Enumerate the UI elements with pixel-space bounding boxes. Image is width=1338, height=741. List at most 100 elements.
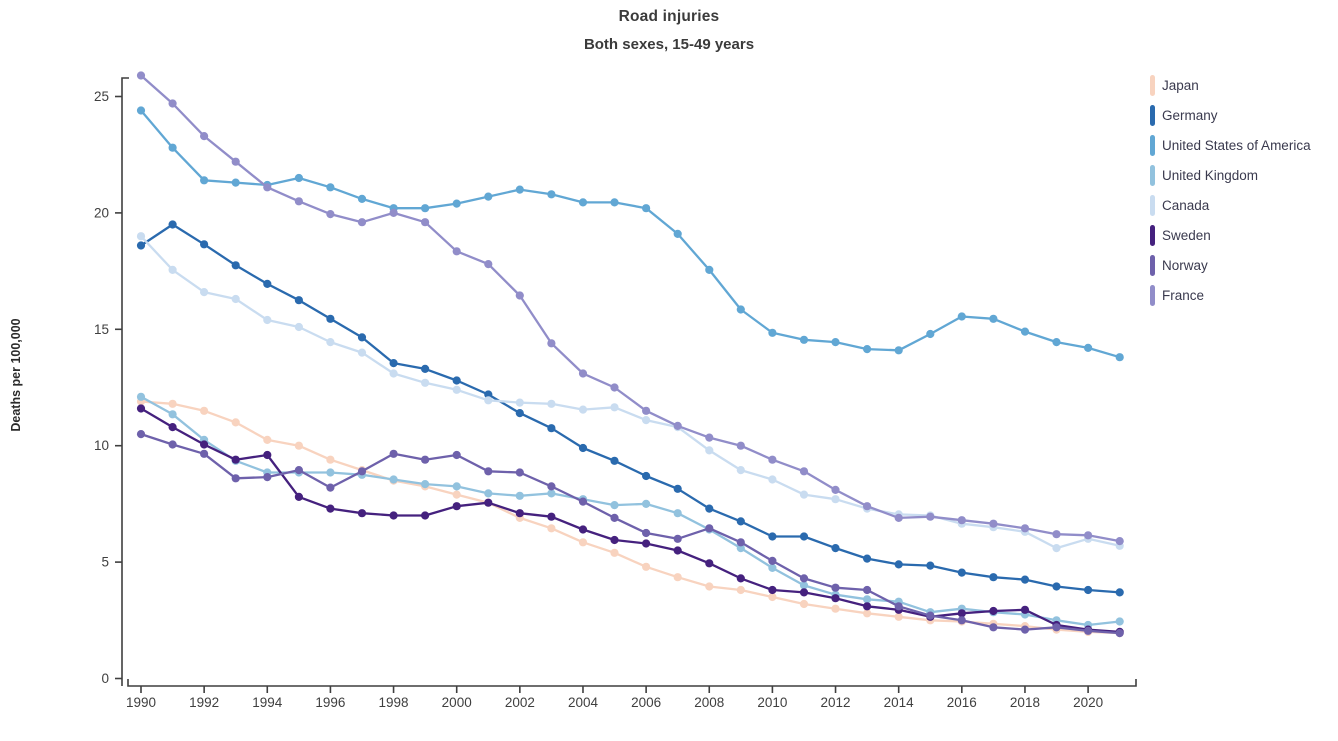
data-point[interactable] xyxy=(1115,629,1124,638)
data-point[interactable] xyxy=(200,240,209,249)
data-point[interactable] xyxy=(294,322,303,332)
data-point[interactable] xyxy=(799,532,809,541)
data-point[interactable] xyxy=(326,210,335,219)
data-point[interactable] xyxy=(484,390,493,399)
data-point[interactable] xyxy=(705,504,714,513)
data-point[interactable] xyxy=(768,328,777,337)
data-point[interactable] xyxy=(1020,605,1030,614)
data-point[interactable] xyxy=(452,385,461,394)
data-point[interactable] xyxy=(957,609,966,618)
data-point[interactable] xyxy=(894,513,903,523)
data-point[interactable] xyxy=(421,378,430,387)
data-point[interactable] xyxy=(736,517,745,526)
data-point[interactable] xyxy=(642,528,651,538)
data-point[interactable] xyxy=(357,509,367,518)
data-point[interactable] xyxy=(136,71,146,80)
data-point[interactable] xyxy=(357,348,367,357)
data-point[interactable] xyxy=(326,338,335,347)
data-point[interactable] xyxy=(768,475,777,484)
data-point[interactable] xyxy=(421,511,430,520)
data-point[interactable] xyxy=(1020,575,1030,584)
data-point[interactable] xyxy=(136,232,146,241)
legend-item-sweden[interactable]: Sweden xyxy=(1150,224,1311,246)
data-point[interactable] xyxy=(136,404,146,413)
data-point[interactable] xyxy=(610,198,619,207)
data-point[interactable] xyxy=(610,513,619,523)
data-point[interactable] xyxy=(989,606,998,616)
data-point[interactable] xyxy=(294,466,303,475)
data-point[interactable] xyxy=(926,512,935,521)
data-point[interactable] xyxy=(894,602,903,611)
data-point[interactable] xyxy=(768,563,777,573)
data-point[interactable] xyxy=(326,455,335,464)
data-point[interactable] xyxy=(578,443,588,453)
data-point[interactable] xyxy=(231,261,240,270)
data-point[interactable] xyxy=(168,265,177,274)
data-point[interactable] xyxy=(926,611,935,620)
data-point[interactable] xyxy=(326,183,335,192)
data-point[interactable] xyxy=(452,247,461,256)
data-point[interactable] xyxy=(673,421,682,430)
data-point[interactable] xyxy=(484,489,493,498)
data-point[interactable] xyxy=(484,498,493,507)
legend-item-japan[interactable]: Japan xyxy=(1150,74,1311,96)
data-point[interactable] xyxy=(578,525,588,534)
data-point[interactable] xyxy=(1020,524,1030,533)
data-point[interactable] xyxy=(831,495,840,504)
data-point[interactable] xyxy=(200,176,209,185)
data-point[interactable] xyxy=(547,190,556,199)
data-point[interactable] xyxy=(326,314,335,323)
data-point[interactable] xyxy=(768,532,777,541)
data-point[interactable] xyxy=(610,403,619,412)
data-point[interactable] xyxy=(515,185,524,194)
data-point[interactable] xyxy=(389,359,398,368)
data-point[interactable] xyxy=(957,568,966,577)
data-point[interactable] xyxy=(452,376,461,385)
data-point[interactable] xyxy=(610,456,619,465)
data-point[interactable] xyxy=(705,524,714,533)
data-point[interactable] xyxy=(1115,353,1124,362)
data-point[interactable] xyxy=(736,544,745,553)
data-point[interactable] xyxy=(263,315,272,325)
data-point[interactable] xyxy=(515,491,524,500)
data-point[interactable] xyxy=(1052,623,1061,632)
data-point[interactable] xyxy=(200,288,209,297)
data-point[interactable] xyxy=(421,480,430,489)
series-germany[interactable] xyxy=(136,220,1124,597)
data-point[interactable] xyxy=(168,423,177,432)
data-point[interactable] xyxy=(168,143,177,152)
data-point[interactable] xyxy=(705,559,714,568)
data-point[interactable] xyxy=(231,294,240,304)
data-point[interactable] xyxy=(200,132,209,141)
data-point[interactable] xyxy=(263,473,272,482)
data-point[interactable] xyxy=(926,561,935,570)
data-point[interactable] xyxy=(547,482,556,491)
data-point[interactable] xyxy=(736,585,745,595)
data-point[interactable] xyxy=(1115,588,1124,597)
series-united-kingdom[interactable] xyxy=(136,392,1124,630)
data-point[interactable] xyxy=(831,583,840,592)
series-norway[interactable] xyxy=(136,430,1124,638)
data-point[interactable] xyxy=(578,405,588,414)
data-point[interactable] xyxy=(168,99,177,108)
data-point[interactable] xyxy=(547,399,556,408)
data-point[interactable] xyxy=(642,539,651,548)
data-point[interactable] xyxy=(357,333,367,342)
legend-item-canada[interactable]: Canada xyxy=(1150,194,1311,216)
series-japan[interactable] xyxy=(136,397,1124,638)
data-point[interactable] xyxy=(831,604,840,613)
data-point[interactable] xyxy=(389,369,398,378)
data-point[interactable] xyxy=(484,467,493,476)
data-point[interactable] xyxy=(168,220,177,229)
data-point[interactable] xyxy=(263,435,272,444)
data-point[interactable] xyxy=(263,183,272,192)
data-point[interactable] xyxy=(799,581,809,590)
data-point[interactable] xyxy=(326,468,335,477)
data-point[interactable] xyxy=(515,398,524,407)
legend-item-france[interactable]: France xyxy=(1150,284,1311,306)
data-point[interactable] xyxy=(389,475,398,484)
legend-item-norway[interactable]: Norway xyxy=(1150,254,1311,276)
data-point[interactable] xyxy=(673,573,682,582)
data-point[interactable] xyxy=(136,241,146,250)
